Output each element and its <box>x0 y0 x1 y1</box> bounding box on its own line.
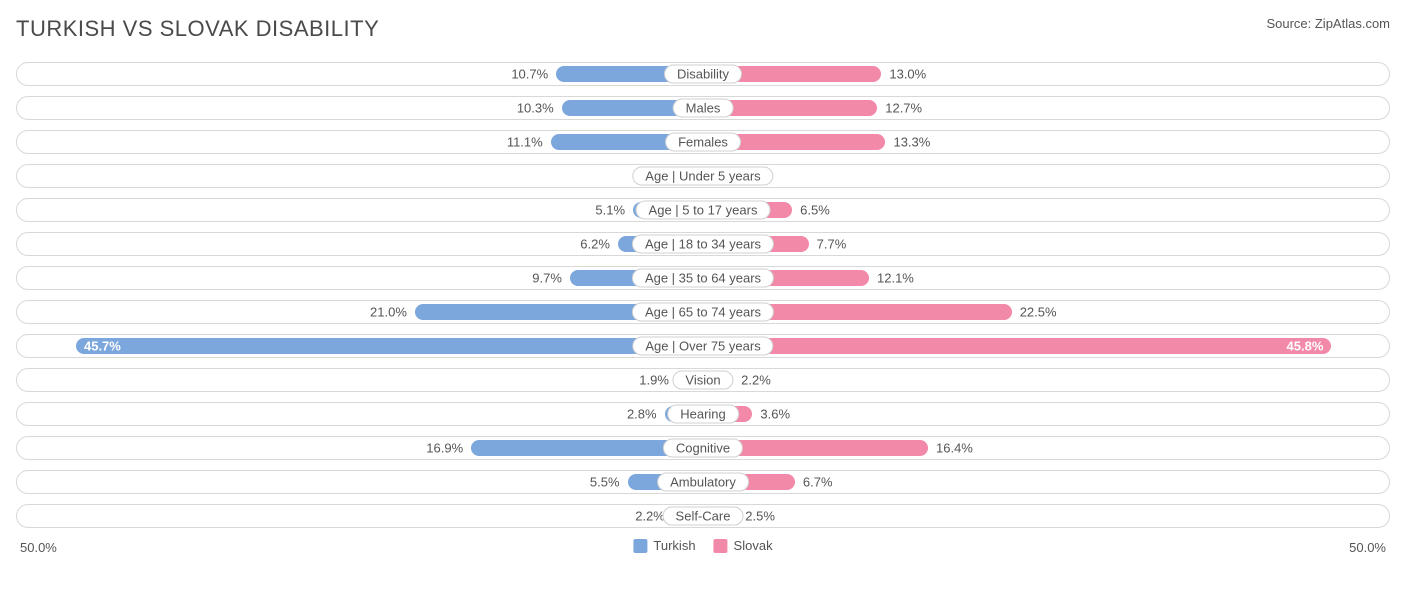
value-slovak: 2.5% <box>745 509 775 524</box>
category-label: Age | Under 5 years <box>632 167 773 186</box>
legend-swatch-turkish <box>633 539 647 553</box>
value-turkish: 45.7% <box>84 339 121 354</box>
legend-item-turkish: Turkish <box>633 538 695 553</box>
chart-row: 5.1% 6.5% Age | 5 to 17 years <box>16 198 1390 222</box>
category-label: Ambulatory <box>657 473 749 492</box>
chart-row: 10.3% 12.7% Males <box>16 96 1390 120</box>
value-slovak: 3.6% <box>760 407 790 422</box>
chart-row: 16.9% 16.4% Cognitive <box>16 436 1390 460</box>
value-slovak: 6.5% <box>800 203 830 218</box>
chart-source: Source: ZipAtlas.com <box>1266 16 1390 31</box>
value-slovak: 13.3% <box>893 135 930 150</box>
value-slovak: 12.7% <box>885 101 922 116</box>
chart-row: 5.5% 6.7% Ambulatory <box>16 470 1390 494</box>
chart-title: TURKISH VS SLOVAK DISABILITY <box>16 16 379 42</box>
value-turkish: 21.0% <box>370 305 407 320</box>
legend-label-slovak: Slovak <box>734 538 773 553</box>
category-label: Age | 65 to 74 years <box>632 303 774 322</box>
value-turkish: 1.9% <box>639 373 669 388</box>
chart-footer: 50.0% Turkish Slovak 50.0% <box>16 538 1390 560</box>
value-slovak: 22.5% <box>1020 305 1057 320</box>
category-label: Age | 35 to 64 years <box>632 269 774 288</box>
value-turkish: 9.7% <box>532 271 562 286</box>
legend: Turkish Slovak <box>633 538 772 553</box>
value-turkish: 5.5% <box>590 475 620 490</box>
diverging-bar-chart: 10.7% 13.0% Disability 10.3% 12.7% Males 11.1%… <box>16 62 1390 528</box>
legend-item-slovak: Slovak <box>714 538 773 553</box>
category-label: Males <box>673 99 734 118</box>
chart-row: 45.7% 45.8% Age | Over 75 years <box>16 334 1390 358</box>
category-label: Age | Over 75 years <box>632 337 773 356</box>
value-slovak: 2.2% <box>741 373 771 388</box>
category-label: Vision <box>672 371 733 390</box>
axis-max-right: 50.0% <box>1349 540 1386 555</box>
bar-turkish <box>76 338 703 354</box>
chart-header: TURKISH VS SLOVAK DISABILITY Source: Zip… <box>16 16 1390 42</box>
chart-row: 2.2% 2.5%Self-Care <box>16 504 1390 528</box>
value-slovak: 7.7% <box>817 237 847 252</box>
value-slovak: 12.1% <box>877 271 914 286</box>
chart-row: 1.1%1.7%Age | Under 5 years <box>16 164 1390 188</box>
value-turkish: 5.1% <box>595 203 625 218</box>
chart-row: 10.7% 13.0% Disability <box>16 62 1390 86</box>
value-slovak: 16.4% <box>936 441 973 456</box>
value-slovak: 45.8% <box>1287 339 1324 354</box>
value-slovak: 13.0% <box>889 67 926 82</box>
category-label: Cognitive <box>663 439 743 458</box>
category-label: Females <box>665 133 741 152</box>
chart-row: 1.9% 2.2% Vision <box>16 368 1390 392</box>
value-turkish: 10.7% <box>511 67 548 82</box>
category-label: Hearing <box>667 405 739 424</box>
bar-slovak <box>703 338 1331 354</box>
chart-row: 6.2% 7.7% Age | 18 to 34 years <box>16 232 1390 256</box>
chart-row: 9.7% 12.1% Age | 35 to 64 years <box>16 266 1390 290</box>
chart-row: 11.1% 13.3% Females <box>16 130 1390 154</box>
value-turkish: 2.2% <box>635 509 665 524</box>
category-label: Self-Care <box>663 507 744 526</box>
chart-row: 21.0% 22.5% Age | 65 to 74 years <box>16 300 1390 324</box>
value-slovak: 6.7% <box>803 475 833 490</box>
value-turkish: 2.8% <box>627 407 657 422</box>
chart-row: 2.8% 3.6% Hearing <box>16 402 1390 426</box>
axis-max-left: 50.0% <box>20 540 57 555</box>
category-label: Age | 18 to 34 years <box>632 235 774 254</box>
category-label: Age | 5 to 17 years <box>636 201 771 220</box>
value-turkish: 16.9% <box>426 441 463 456</box>
legend-swatch-slovak <box>714 539 728 553</box>
value-turkish: 6.2% <box>580 237 610 252</box>
value-turkish: 10.3% <box>517 101 554 116</box>
legend-label-turkish: Turkish <box>653 538 695 553</box>
value-turkish: 11.1% <box>507 135 543 150</box>
category-label: Disability <box>664 65 742 84</box>
